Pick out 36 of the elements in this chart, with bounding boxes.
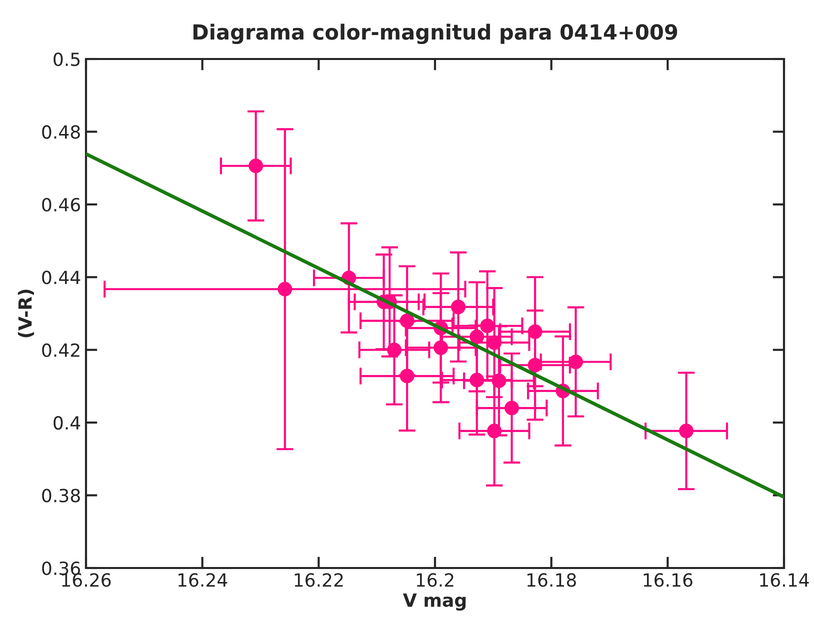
y-tick-label: 0.5 <box>54 52 80 66</box>
point <box>504 400 520 416</box>
x-tick-label: 16.2 <box>416 573 454 587</box>
y-axis-title: (V-R) <box>18 290 34 338</box>
y-tick-label: 0.42 <box>42 343 80 357</box>
y-tick-label: 0.46 <box>42 198 80 212</box>
y-tick-label: 0.44 <box>42 270 80 284</box>
point <box>434 340 448 355</box>
point <box>487 424 502 438</box>
point <box>487 335 502 350</box>
point <box>470 329 484 344</box>
point <box>528 324 542 339</box>
point <box>450 300 466 314</box>
point <box>248 158 264 174</box>
point <box>400 368 414 384</box>
x-tick-label: 16.16 <box>644 573 692 587</box>
point <box>678 424 694 438</box>
point <box>480 318 495 334</box>
point <box>568 354 584 370</box>
point <box>470 372 484 388</box>
point <box>528 358 542 372</box>
point <box>400 313 414 328</box>
point <box>492 373 506 388</box>
y-tick-label: 0.48 <box>42 125 80 139</box>
point <box>278 282 292 296</box>
x-tick-label: 16.22 <box>294 573 343 587</box>
x-tick-label: 16.14 <box>760 573 809 587</box>
x-tick-label: 16.24 <box>178 573 228 587</box>
x-tick-label: 16.26 <box>62 573 111 587</box>
y-tick-label: 0.36 <box>42 561 80 576</box>
point <box>387 342 402 358</box>
chart-title: Diagrama color-magnitud para 0414+009 <box>193 24 678 44</box>
x-axis-title: V mag <box>402 594 466 611</box>
y-tick-label: 0.4 <box>54 416 80 430</box>
y-tick-label: 0.38 <box>42 488 80 502</box>
x-tick-label: 16.18 <box>527 573 576 587</box>
